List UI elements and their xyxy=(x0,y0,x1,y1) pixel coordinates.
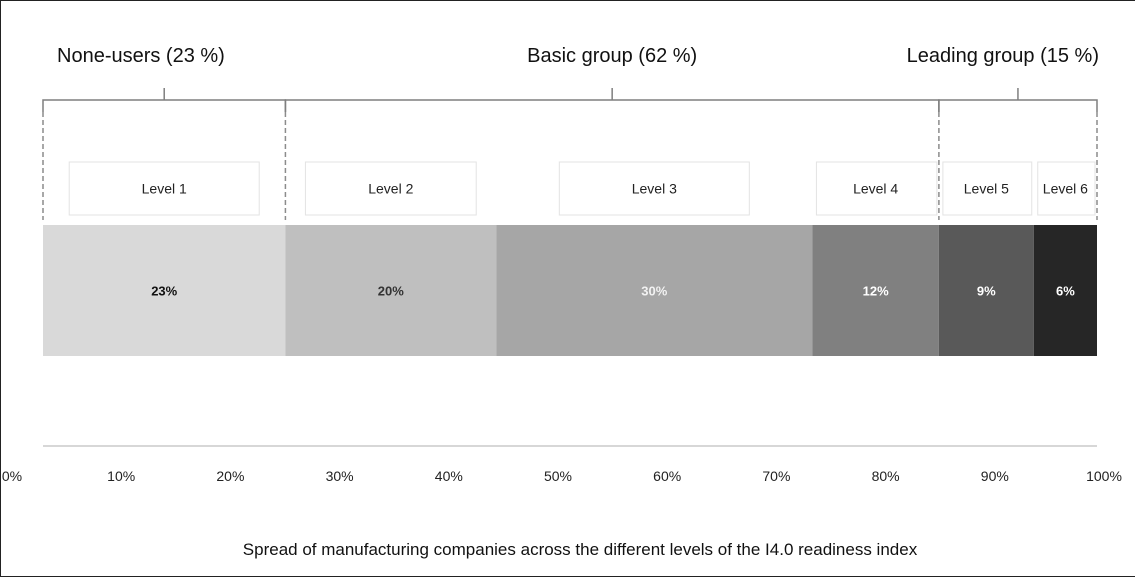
x-tick-label: 30% xyxy=(326,468,354,484)
level-label-level-3: Level 3 xyxy=(632,181,677,197)
level-label-level-2: Level 2 xyxy=(368,181,413,197)
bar-segment-level-5 xyxy=(938,225,1034,356)
x-tick-label: 40% xyxy=(435,468,463,484)
bar-segments: 23% 20% 30% 12% 9% 6% xyxy=(43,225,1097,356)
level-label-level-6: Level 6 xyxy=(1043,181,1088,197)
segment-value-label: 6% xyxy=(1056,284,1075,299)
bar-segment-level-2 xyxy=(285,225,497,356)
x-axis: 0% 10% 20% 30% 40% 50% 60% 70% 80% 90% 100% xyxy=(2,445,1122,484)
group-bracket xyxy=(284,88,940,112)
level-label-box xyxy=(558,161,750,216)
level-label-box xyxy=(815,161,938,216)
segment-value-label: 23% xyxy=(151,284,177,299)
level-label-box xyxy=(68,161,260,216)
group-label: None-users (23 %) xyxy=(57,45,225,67)
x-tick-label: 60% xyxy=(653,468,681,484)
group-brackets: None-users (23 %) Basic group (62 %) Leadi… xyxy=(42,45,1099,220)
bar-segment-level-6 xyxy=(1033,225,1097,356)
level-label-box xyxy=(942,161,1033,216)
group-bracket xyxy=(42,88,287,112)
segment-value-label: 12% xyxy=(863,284,889,299)
group-label: Leading group (15 %) xyxy=(907,45,1099,67)
segment-value-label: 20% xyxy=(378,284,404,299)
x-tick-label: 70% xyxy=(762,468,790,484)
x-tick-label: 90% xyxy=(981,468,1009,484)
group-label: Basic group (62 %) xyxy=(527,45,697,67)
level-labels: Level 1 Level 2 Level 3 Level 4 Level 5 Level… xyxy=(68,161,1096,216)
level-label-box xyxy=(1037,161,1096,216)
bar-segment-level-4 xyxy=(812,225,939,356)
level-label-level-4: Level 4 xyxy=(853,181,898,197)
x-tick-label: 10% xyxy=(107,468,135,484)
x-tick-label: 100% xyxy=(1086,468,1122,484)
segment-value-label: 30% xyxy=(641,284,667,299)
x-axis-label: Spread of manufacturing companies across… xyxy=(243,540,918,559)
segment-value-label: 9% xyxy=(977,284,996,299)
level-label-box xyxy=(304,161,477,216)
x-tick-label: 20% xyxy=(216,468,244,484)
x-tick-label: 50% xyxy=(544,468,572,484)
group-bracket xyxy=(938,88,1098,112)
level-label-level-1: Level 1 xyxy=(142,181,187,197)
bar-segment-level-1 xyxy=(43,225,286,356)
level-label-level-5: Level 5 xyxy=(964,181,1009,197)
x-tick-label: 0% xyxy=(2,468,22,484)
bar-segment-level-3 xyxy=(496,225,813,356)
x-tick-label: 80% xyxy=(872,468,900,484)
